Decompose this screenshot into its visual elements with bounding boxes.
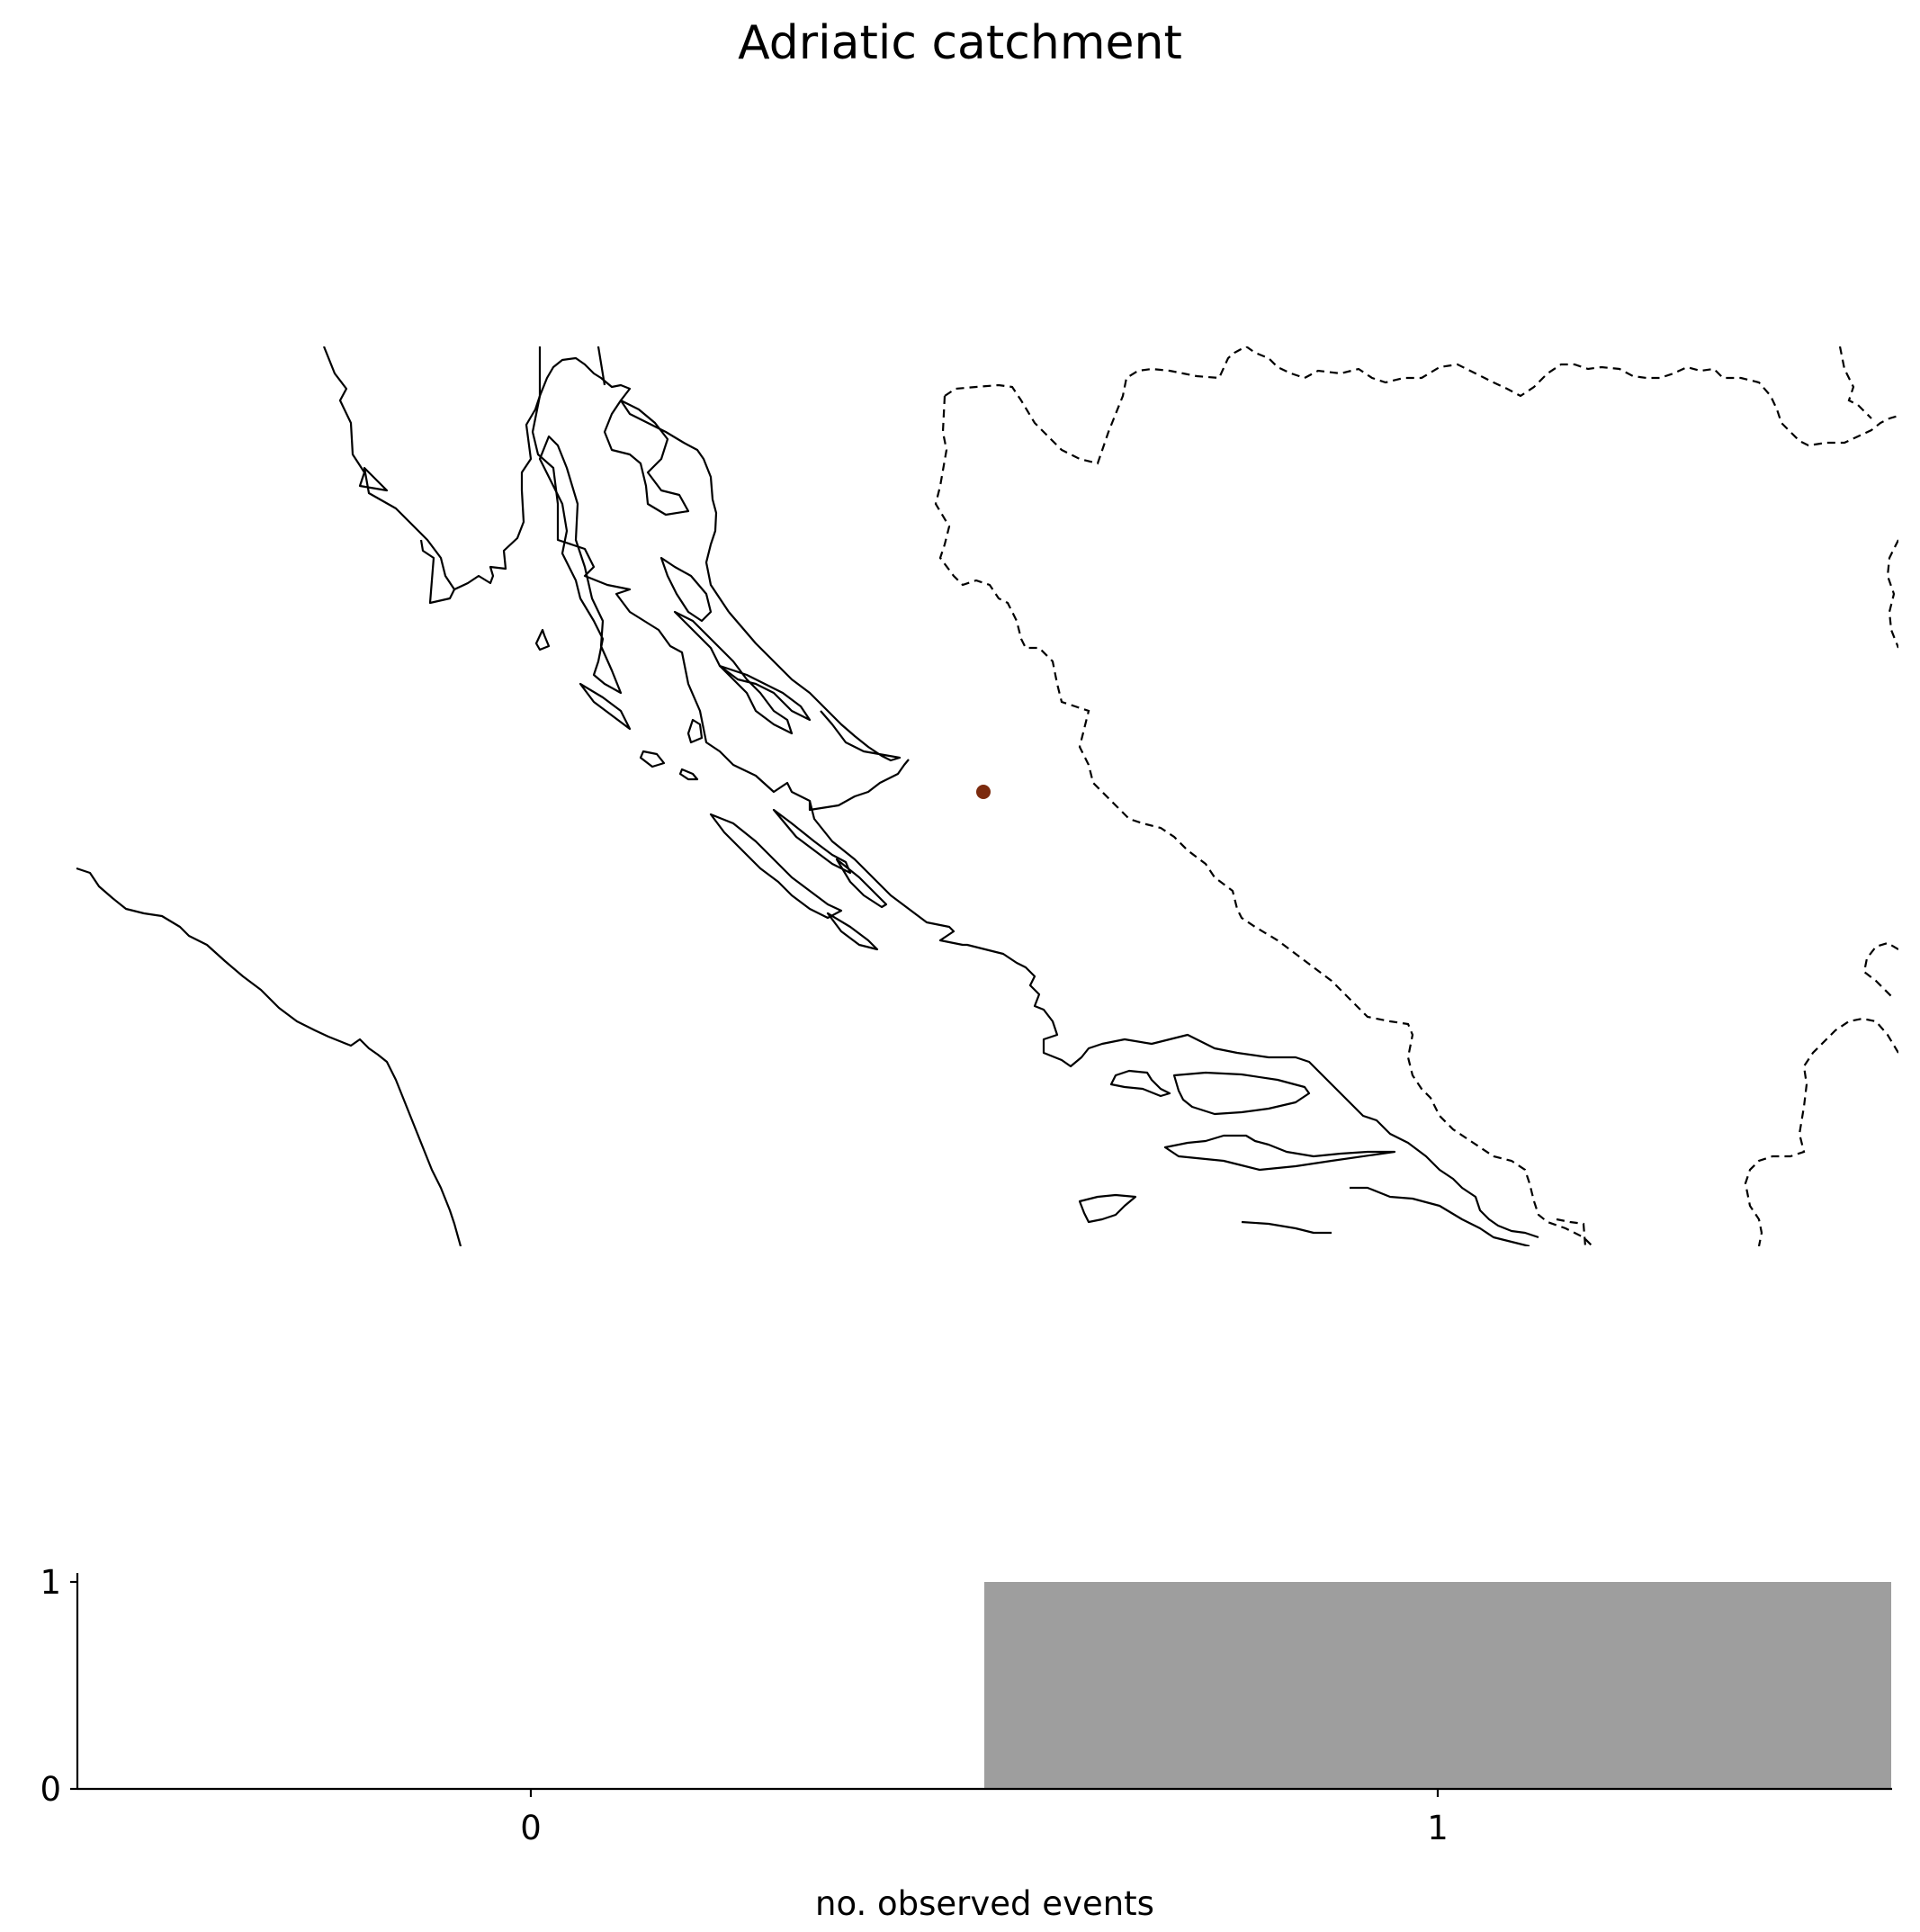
coastline-dalmatia bbox=[808, 800, 1539, 1239]
island-pag bbox=[673, 610, 794, 735]
island-vis bbox=[1078, 1193, 1137, 1224]
histogram-bar-1 bbox=[984, 1582, 1891, 1789]
island-small-1 bbox=[534, 628, 551, 651]
country-border-4 bbox=[1886, 539, 1898, 649]
island-cres bbox=[538, 435, 623, 695]
histogram-panel: 0 1 0 1 no. observed events bbox=[40, 1563, 1892, 1923]
island-kornati-4 bbox=[826, 912, 879, 951]
coast-south bbox=[1350, 1186, 1530, 1246]
coastline-kvarner bbox=[531, 395, 910, 812]
coastline-italy bbox=[76, 867, 462, 1246]
island-brac bbox=[1109, 1069, 1171, 1098]
island-pasman bbox=[639, 750, 666, 768]
island-dugi bbox=[718, 664, 812, 722]
country-border-6 bbox=[1744, 1017, 1898, 1246]
y-tick-label-1: 1 bbox=[40, 1563, 61, 1602]
island-small-3 bbox=[678, 768, 699, 781]
island-hvar bbox=[1172, 1071, 1311, 1116]
coastline-istria bbox=[322, 346, 456, 605]
map-title: Adriatic catchment bbox=[738, 16, 1182, 70]
island-kornati-3 bbox=[835, 858, 888, 909]
x-tick-label-0: 0 bbox=[520, 1809, 542, 1847]
x-tick-label-1: 1 bbox=[1427, 1809, 1449, 1847]
coastline-istria-east bbox=[453, 346, 606, 590]
island-rab bbox=[659, 556, 713, 623]
island-mljet bbox=[1241, 1220, 1332, 1235]
island-ugljan bbox=[686, 718, 704, 744]
x-axis-label: no. observed events bbox=[815, 1884, 1154, 1923]
country-border-3 bbox=[1838, 346, 1872, 419]
island-small-2 bbox=[579, 682, 632, 731]
coastline-north bbox=[538, 356, 730, 613]
country-border-5 bbox=[1862, 941, 1898, 1000]
coast-bottom-right bbox=[1556, 1218, 1587, 1246]
y-tick-label-0: 0 bbox=[40, 1770, 61, 1809]
island-kornati-1 bbox=[709, 813, 843, 920]
country-border bbox=[944, 346, 1898, 465]
island-korcula bbox=[1163, 1134, 1396, 1172]
map-panel bbox=[76, 346, 1898, 1246]
coastline-velebit bbox=[728, 611, 902, 762]
country-border-2 bbox=[934, 395, 1593, 1246]
island-krk bbox=[603, 399, 690, 517]
event-location-marker[interactable] bbox=[976, 785, 991, 799]
